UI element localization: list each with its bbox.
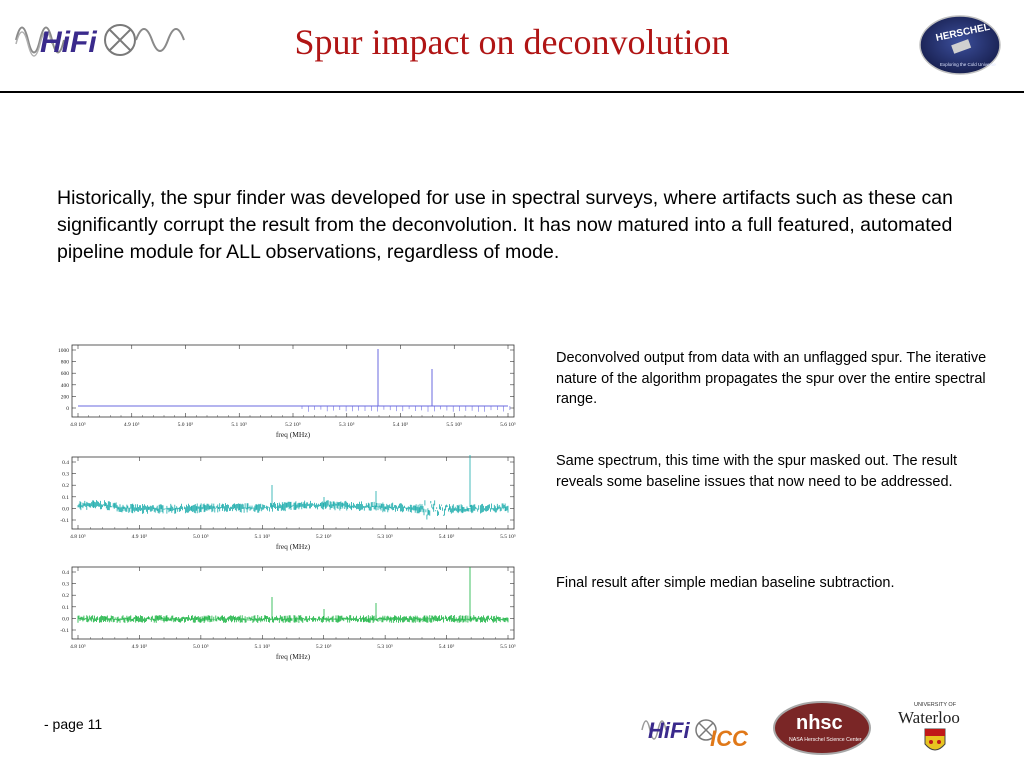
svg-text:NASA Herschel Science Center: NASA Herschel Science Center: [789, 737, 862, 743]
x-axis-label: freq (MHz): [276, 542, 311, 551]
x-tick-label: 5.1 10⁵: [254, 534, 270, 540]
y-tick-label: 0.0: [62, 506, 69, 512]
nhsc-logo: nhsc NASA Herschel Science Center: [772, 700, 872, 756]
x-tick-label: 4.9 10⁵: [124, 422, 140, 428]
y-tick-label: 0.1: [62, 495, 69, 501]
y-tick-label: 0.3: [62, 582, 69, 588]
y-tick-label: 1000: [58, 348, 69, 354]
y-tick-label: 0.4: [62, 460, 69, 466]
x-tick-label: 5.4 10⁵: [393, 422, 409, 428]
page-title: Spur impact on deconvolution: [294, 22, 730, 62]
page-number: - page 11: [44, 716, 103, 732]
svg-text:nhsc: nhsc: [796, 712, 843, 734]
y-tick-label: 0.4: [62, 570, 69, 576]
x-tick-label: 4.8 10⁵: [70, 422, 86, 428]
x-axis-label: freq (MHz): [276, 430, 311, 439]
x-tick-label: 5.0 10⁵: [193, 644, 209, 650]
svg-text:Exploring the Cold Universe: Exploring the Cold Universe: [940, 62, 996, 67]
x-tick-label: 5.2 10⁵: [316, 534, 332, 540]
x-tick-label: 5.5 10⁵: [500, 644, 516, 650]
svg-text:Waterloo: Waterloo: [898, 708, 960, 727]
herschel-logo: HERSCHEL Exploring the Cold Universe: [918, 14, 1002, 76]
y-tick-label: 600: [61, 371, 70, 377]
intro-paragraph: Historically, the spur finder was develo…: [57, 187, 953, 263]
header-divider: [0, 91, 1024, 93]
x-tick-label: 5.0 10⁵: [193, 534, 209, 540]
x-tick-label: 5.5 10⁵: [500, 534, 516, 540]
x-tick-label: 5.2 10⁵: [285, 422, 301, 428]
spectrum-plot-unflagged-spur: 4.8 10⁵ 4.9 10⁵ 5.0 10⁵ 5.1 10⁵ 5.2 10⁵ 5.3 1…: [40, 341, 532, 449]
x-tick-label: 4.9 10⁵: [132, 534, 148, 540]
x-tick-label: 5.4 10⁵: [439, 644, 455, 650]
y-tick-label: -0.1: [60, 628, 69, 634]
y-tick-label: 800: [61, 360, 70, 366]
x-tick-label: 4.8 10⁵: [70, 534, 86, 540]
x-tick-label: 4.8 10⁵: [70, 644, 86, 650]
svg-text:HiFi: HiFi: [648, 718, 690, 743]
x-tick-label: 5.3 10⁵: [377, 534, 393, 540]
x-tick-label: 5.1 10⁵: [254, 644, 270, 650]
waterloo-logo: UNIVERSITY OF Waterloo: [892, 696, 978, 760]
x-axis-label: freq (MHz): [276, 652, 311, 661]
caption-baseline-subtracted: Final result after simple median baselin…: [556, 575, 895, 591]
hifi-logo: HiFi: [14, 10, 194, 70]
x-tick-label: 5.1 10⁵: [231, 422, 247, 428]
x-tick-label: 5.3 10⁵: [339, 422, 355, 428]
y-tick-label: 0.3: [62, 472, 69, 478]
x-tick-label: 5.0 10⁵: [178, 422, 194, 428]
x-tick-label: 5.4 10⁵: [439, 534, 455, 540]
y-tick-label: 0.0: [62, 616, 69, 622]
spectrum-plot-spur-masked: 4.8 10⁵ 4.9 10⁵ 5.0 10⁵ 5.1 10⁵ 5.2 10⁵ 5.3 1…: [40, 453, 532, 561]
spectrum-plot-baseline-subtracted: 4.8 10⁵ 4.9 10⁵ 5.0 10⁵ 5.1 10⁵ 5.2 10⁵ 5.3 1…: [40, 563, 532, 671]
y-tick-label: 0: [66, 406, 69, 412]
svg-text:ICC: ICC: [710, 726, 749, 751]
y-tick-label: 0.2: [62, 483, 69, 489]
svg-text:UNIVERSITY OF: UNIVERSITY OF: [914, 702, 957, 708]
y-tick-label: 0.2: [62, 593, 69, 599]
y-tick-label: -0.1: [60, 518, 69, 524]
caption-unflagged-spur: Deconvolved output from data with an unf…: [556, 350, 987, 407]
x-tick-label: 4.9 10⁵: [132, 644, 148, 650]
x-tick-label: 5.3 10⁵: [377, 644, 393, 650]
x-tick-label: 5.5 10⁵: [446, 422, 462, 428]
caption-spur-masked: Same spectrum, this time with the spur m…: [556, 453, 958, 490]
hifi-icc-logo: HiFi ICC: [640, 706, 760, 752]
y-tick-label: 400: [61, 383, 70, 389]
y-tick-label: 200: [61, 394, 70, 400]
x-tick-label: 5.6 10⁵: [500, 422, 516, 428]
y-tick-label: 0.1: [62, 605, 69, 611]
x-tick-label: 5.2 10⁵: [316, 644, 332, 650]
svg-text:HiFi: HiFi: [40, 26, 97, 59]
